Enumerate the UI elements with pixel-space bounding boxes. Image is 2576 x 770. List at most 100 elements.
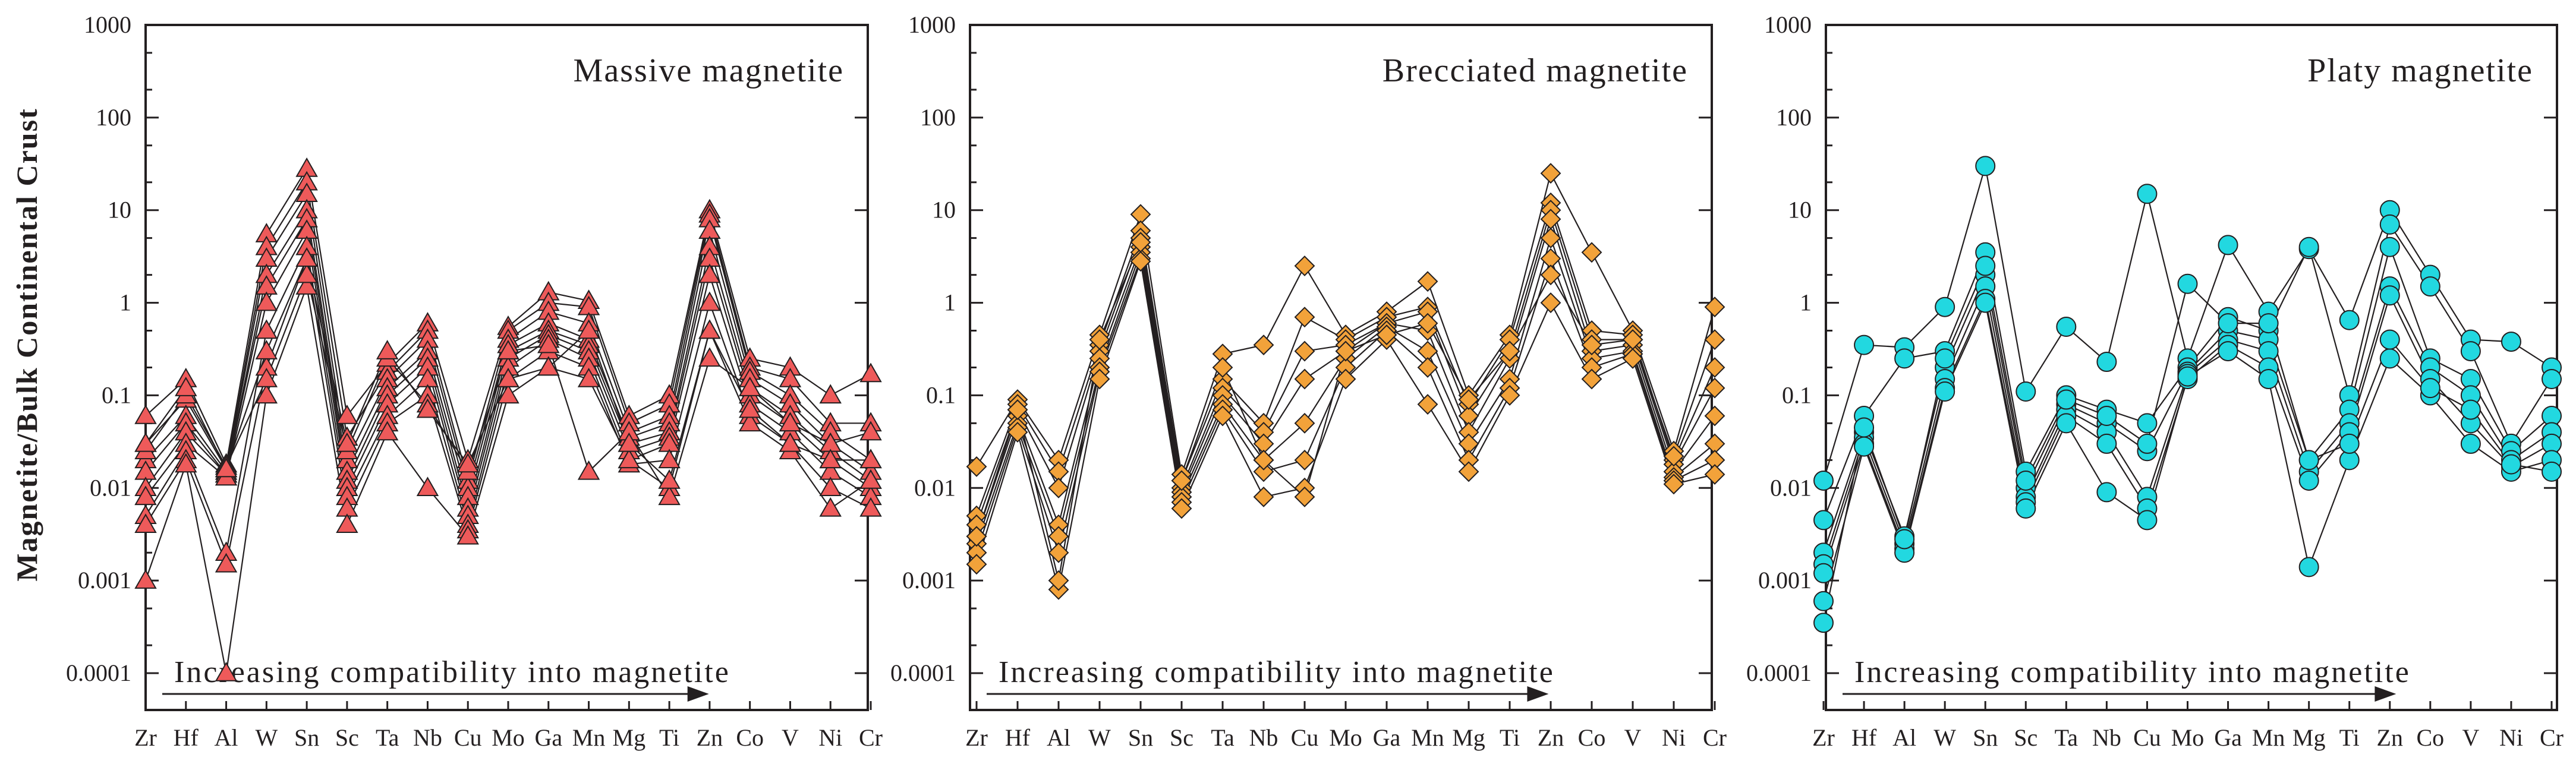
data-point-M9-Cu bbox=[456, 525, 479, 545]
data-point-B7-Mg bbox=[1458, 461, 1479, 482]
x-tick-label: Mo bbox=[1329, 724, 1362, 751]
x-tick-label: Sn bbox=[1128, 724, 1153, 751]
x-tick-label: Al bbox=[1892, 724, 1916, 751]
data-point-P1-W bbox=[1935, 296, 1955, 317]
x-tick-label: Sc bbox=[2014, 724, 2038, 751]
data-point-M9-Mg bbox=[618, 449, 641, 469]
data-point-P7-Sc bbox=[2016, 470, 2036, 491]
compatibility-arrow-head bbox=[2375, 686, 2397, 702]
data-point-B8-Hf bbox=[1007, 399, 1028, 420]
data-point-B7-Ta bbox=[1212, 405, 1233, 427]
data-point-M10-Mo bbox=[497, 340, 519, 359]
data-point-P6-Mo bbox=[2177, 366, 2198, 387]
panel-title: Brecciated magnetite bbox=[1383, 52, 1688, 89]
data-point-M8-Zn bbox=[698, 291, 721, 311]
data-point-B7-Sc bbox=[1171, 498, 1192, 519]
data-point-B8-Cu bbox=[1294, 486, 1315, 507]
x-tick-label: Al bbox=[215, 724, 238, 751]
x-tick-label: Mn bbox=[2252, 724, 2285, 751]
data-point-M9-Nb bbox=[416, 476, 439, 497]
data-point-P7-Zn bbox=[2379, 329, 2400, 350]
data-point-P1-Sn bbox=[1975, 156, 1996, 176]
data-point-P1-Ga bbox=[2218, 235, 2238, 255]
data-point-M11-Sc bbox=[336, 432, 358, 452]
data-point-B8-Zn bbox=[1540, 264, 1561, 286]
data-point-B8-Mo bbox=[1335, 340, 1356, 362]
data-point-B1-Co bbox=[1581, 242, 1602, 263]
x-tick-label: Nb bbox=[2092, 724, 2121, 751]
data-point-B8-Sn bbox=[1130, 232, 1151, 253]
data-point-B7-Zn bbox=[1540, 292, 1561, 313]
x-tick-label: Zr bbox=[1812, 724, 1835, 751]
data-point-B1-Cu bbox=[1294, 255, 1315, 276]
data-point-B7-Nb bbox=[1253, 486, 1274, 507]
x-tick-label: Cu bbox=[454, 724, 482, 751]
data-point-P7-Co bbox=[2420, 378, 2440, 399]
series-line-B6 bbox=[975, 255, 1715, 556]
y-tick-label: 0.001 bbox=[902, 567, 956, 594]
x-tick-label: Ta bbox=[1211, 724, 1235, 751]
data-point-M11-Ti bbox=[658, 469, 681, 489]
x-tick-label: Mo bbox=[492, 724, 525, 751]
data-point-M1-Ni bbox=[819, 384, 842, 404]
x-tick-label: Ni bbox=[818, 724, 842, 751]
x-tick-label: Mg bbox=[1452, 724, 1485, 751]
data-point-M8-Zr bbox=[134, 513, 157, 534]
data-point-B8-Mn bbox=[1417, 313, 1438, 334]
data-point-P5-Nb bbox=[2096, 433, 2117, 454]
data-point-P1-Ta bbox=[2056, 317, 2077, 337]
compatibility-arrow-label: Increasing compatibility into magnetite bbox=[999, 655, 1555, 689]
data-point-P2-Mg bbox=[2298, 236, 2319, 257]
data-point-B5-Cu bbox=[1294, 412, 1315, 434]
compatibility-arrow-head bbox=[1527, 686, 1549, 702]
data-point-M8-Cr bbox=[859, 497, 882, 517]
data-point-B6-Cu bbox=[1294, 449, 1315, 471]
data-point-P6-Ga bbox=[2218, 341, 2238, 362]
x-tick-label: Sn bbox=[294, 724, 319, 751]
y-tick-label: 0.1 bbox=[926, 381, 956, 408]
x-tick-label: Sc bbox=[1170, 724, 1193, 751]
data-point-B7-Mn bbox=[1417, 394, 1438, 415]
series-line-P6 bbox=[1822, 301, 2552, 601]
data-point-P7-Cr bbox=[2542, 461, 2562, 482]
x-tick-label: Al bbox=[1047, 724, 1070, 751]
data-point-M7-Zn bbox=[698, 263, 721, 283]
data-point-M1-Sc bbox=[336, 404, 358, 424]
y-tick-label: 100 bbox=[1776, 104, 1812, 131]
compatibility-arrow-label: Increasing compatibility into magnetite bbox=[174, 655, 730, 689]
data-point-P6-Nb bbox=[2096, 482, 2117, 503]
data-point-B7-Hf bbox=[1007, 422, 1028, 443]
data-point-B8-W bbox=[1089, 329, 1110, 351]
data-point-P5-Zr bbox=[1813, 563, 1834, 583]
compatibility-arrow-label: Increasing compatibility into magnetite bbox=[1854, 655, 2411, 689]
data-point-M10-Mn bbox=[577, 460, 600, 480]
data-point-B8-Sc bbox=[1171, 470, 1192, 491]
data-point-P7-Zr bbox=[1813, 613, 1834, 633]
x-tick-label: W bbox=[1088, 724, 1111, 751]
data-point-B7-W bbox=[1089, 368, 1110, 390]
data-point-M11-Cu bbox=[456, 453, 479, 473]
x-tick-label: Mn bbox=[572, 724, 606, 751]
data-point-B1-Mn bbox=[1417, 271, 1438, 292]
y-tick-label: 10 bbox=[932, 197, 956, 223]
x-tick-label: Cr bbox=[859, 724, 883, 751]
data-point-M11-Zn bbox=[698, 319, 721, 339]
data-point-B1-Zn bbox=[1540, 163, 1561, 184]
x-tick-label: Zn bbox=[2377, 724, 2403, 751]
panel-title: Massive magnetite bbox=[574, 52, 844, 89]
data-point-M11-Hf bbox=[175, 377, 197, 396]
data-point-P3-Zn bbox=[2379, 236, 2400, 257]
x-tick-label: Cr bbox=[1703, 724, 1727, 751]
data-point-M11-Ni bbox=[819, 449, 842, 469]
data-point-P6-Mn bbox=[2258, 368, 2279, 389]
series-line-P4 bbox=[1822, 284, 2552, 565]
data-point-P1-Sc bbox=[2016, 381, 2036, 402]
data-point-B4-Cu bbox=[1294, 368, 1315, 390]
data-point-P1-Ni bbox=[2501, 332, 2521, 352]
x-tick-label: Zr bbox=[134, 724, 157, 751]
data-point-B1-Nb bbox=[1253, 334, 1274, 356]
data-point-P1-Nb bbox=[2096, 352, 2117, 373]
y-tick-label: 10 bbox=[1788, 197, 1812, 223]
data-point-M8-Ti bbox=[658, 449, 681, 469]
